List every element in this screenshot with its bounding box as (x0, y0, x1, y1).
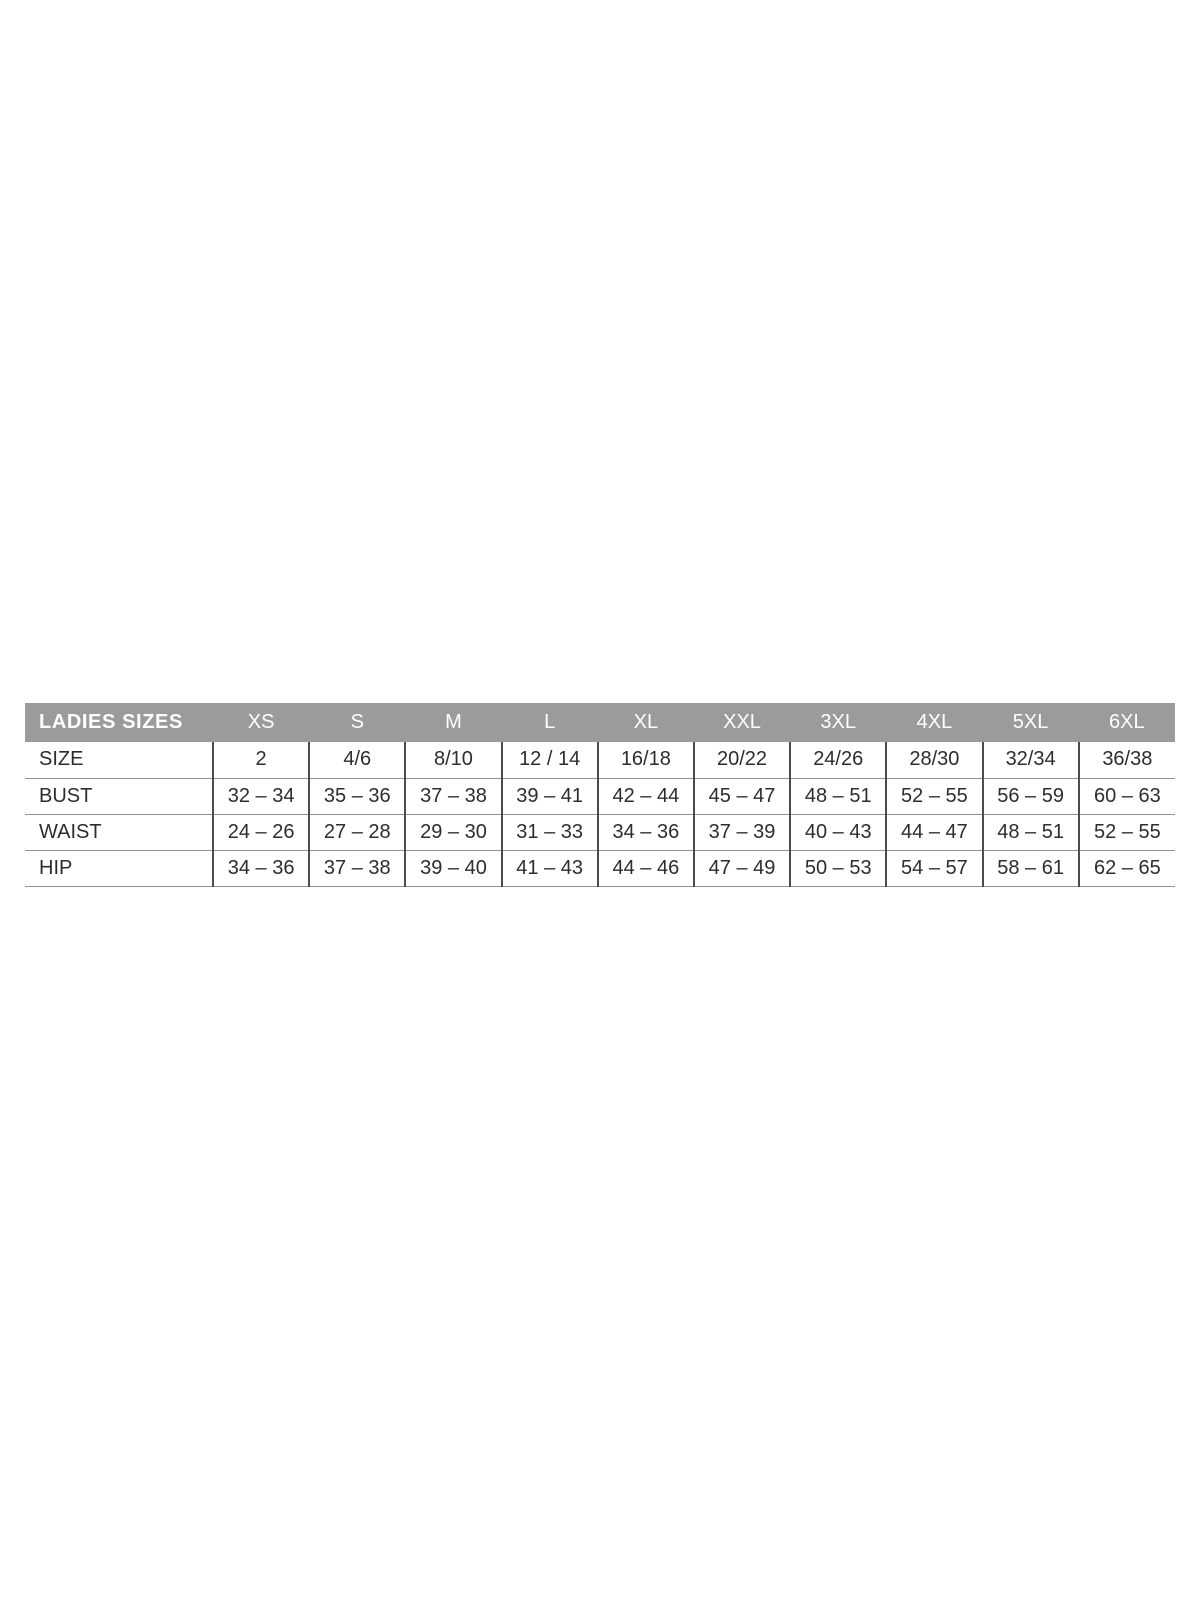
table-row-size: SIZE 2 4/6 8/10 12 / 14 16/18 20/22 24/26 28/30 3… (25, 742, 1175, 778)
cell-hip-3xl: 50 – 53 (789, 849, 887, 887)
column-header-5xl: 5XL (982, 703, 1079, 742)
cell-waist-xl: 34 – 36 (596, 813, 694, 850)
cell-waist-m: 29 – 30 (404, 813, 502, 850)
row-label-bust: BUST (25, 777, 213, 814)
cell-bust-xxl: 45 – 47 (692, 777, 791, 814)
cell-size-s: 4/6 (308, 742, 406, 778)
cell-size-xl: 16/18 (596, 742, 694, 778)
cell-hip-4xl: 54 – 57 (885, 849, 983, 887)
cell-waist-l: 31 – 33 (500, 813, 598, 850)
table-title: LADIES SIZES (25, 703, 213, 742)
cell-hip-6xl: 62 – 65 (1077, 849, 1175, 887)
cell-size-xxl: 20/22 (692, 742, 791, 778)
cell-hip-m: 39 – 40 (404, 849, 502, 887)
cell-waist-6xl: 52 – 55 (1077, 813, 1175, 850)
cell-size-5xl: 32/34 (981, 742, 1079, 778)
cell-hip-xxl: 47 – 49 (692, 849, 791, 887)
cell-bust-4xl: 52 – 55 (885, 777, 983, 814)
cell-size-6xl: 36/38 (1077, 742, 1175, 778)
column-header-xl: XL (597, 703, 694, 742)
cell-hip-l: 41 – 43 (500, 849, 598, 887)
cell-bust-l: 39 – 41 (500, 777, 598, 814)
cell-hip-5xl: 58 – 61 (981, 849, 1079, 887)
cell-hip-xl: 44 – 46 (596, 849, 694, 887)
table-row-waist: WAIST 24 – 26 27 – 28 29 – 30 31 – 33 34 – 36… (25, 813, 1175, 850)
column-header-xxl: XXL (693, 703, 791, 742)
column-header-m: M (405, 703, 502, 742)
cell-size-3xl: 24/26 (789, 742, 887, 778)
column-header-3xl: 3XL (790, 703, 887, 742)
column-header-s: S (309, 703, 406, 742)
column-header-xs: XS (213, 703, 310, 742)
cell-waist-xxl: 37 – 39 (692, 813, 791, 850)
cell-size-4xl: 28/30 (885, 742, 983, 778)
table-header-row: LADIES SIZES XS S M L XL XXL 3XL 4XL 5XL 6XL (25, 703, 1175, 742)
cell-bust-xs: 32 – 34 (211, 777, 310, 814)
row-label-hip: HIP (25, 849, 213, 887)
cell-size-l: 12 / 14 (500, 742, 598, 778)
column-header-6xl: 6XL (1078, 703, 1175, 742)
table-row-bust: BUST 32 – 34 35 – 36 37 – 38 39 – 41 42 – 44 4… (25, 777, 1175, 814)
size-chart: LADIES SIZES XS S M L XL XXL 3XL 4XL 5XL 6XL SIZE… (25, 703, 1175, 887)
cell-bust-xl: 42 – 44 (596, 777, 694, 814)
row-label-size: SIZE (25, 742, 213, 778)
column-header-l: L (501, 703, 598, 742)
cell-bust-5xl: 56 – 59 (981, 777, 1079, 814)
column-header-4xl: 4XL (886, 703, 983, 742)
cell-size-xs: 2 (211, 742, 310, 778)
cell-hip-s: 37 – 38 (308, 849, 406, 887)
cell-bust-3xl: 48 – 51 (789, 777, 887, 814)
row-label-waist: WAIST (25, 813, 213, 850)
cell-bust-m: 37 – 38 (404, 777, 502, 814)
cell-bust-6xl: 60 – 63 (1077, 777, 1175, 814)
cell-waist-xs: 24 – 26 (211, 813, 310, 850)
cell-waist-5xl: 48 – 51 (981, 813, 1079, 850)
table-body: SIZE 2 4/6 8/10 12 / 14 16/18 20/22 24/26 28/30 3… (25, 742, 1175, 887)
cell-waist-4xl: 44 – 47 (885, 813, 983, 850)
table-header: LADIES SIZES XS S M L XL XXL 3XL 4XL 5XL 6XL (25, 703, 1175, 742)
cell-waist-3xl: 40 – 43 (789, 813, 887, 850)
cell-waist-s: 27 – 28 (308, 813, 406, 850)
ladies-sizes-table: LADIES SIZES XS S M L XL XXL 3XL 4XL 5XL 6XL SIZE… (25, 703, 1175, 887)
cell-hip-xs: 34 – 36 (211, 849, 310, 887)
table-row-hip: HIP 34 – 36 37 – 38 39 – 40 41 – 43 44 – 46 47… (25, 849, 1175, 887)
cell-bust-s: 35 – 36 (308, 777, 406, 814)
cell-size-m: 8/10 (404, 742, 502, 778)
